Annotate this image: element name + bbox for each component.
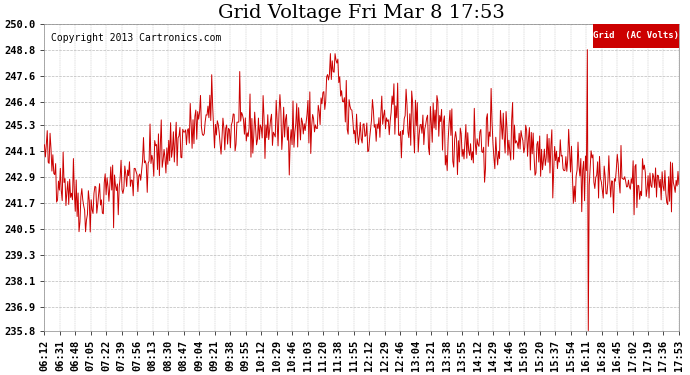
Text: Copyright 2013 Cartronics.com: Copyright 2013 Cartronics.com [51, 33, 221, 43]
Title: Grid Voltage Fri Mar 8 17:53: Grid Voltage Fri Mar 8 17:53 [218, 4, 505, 22]
